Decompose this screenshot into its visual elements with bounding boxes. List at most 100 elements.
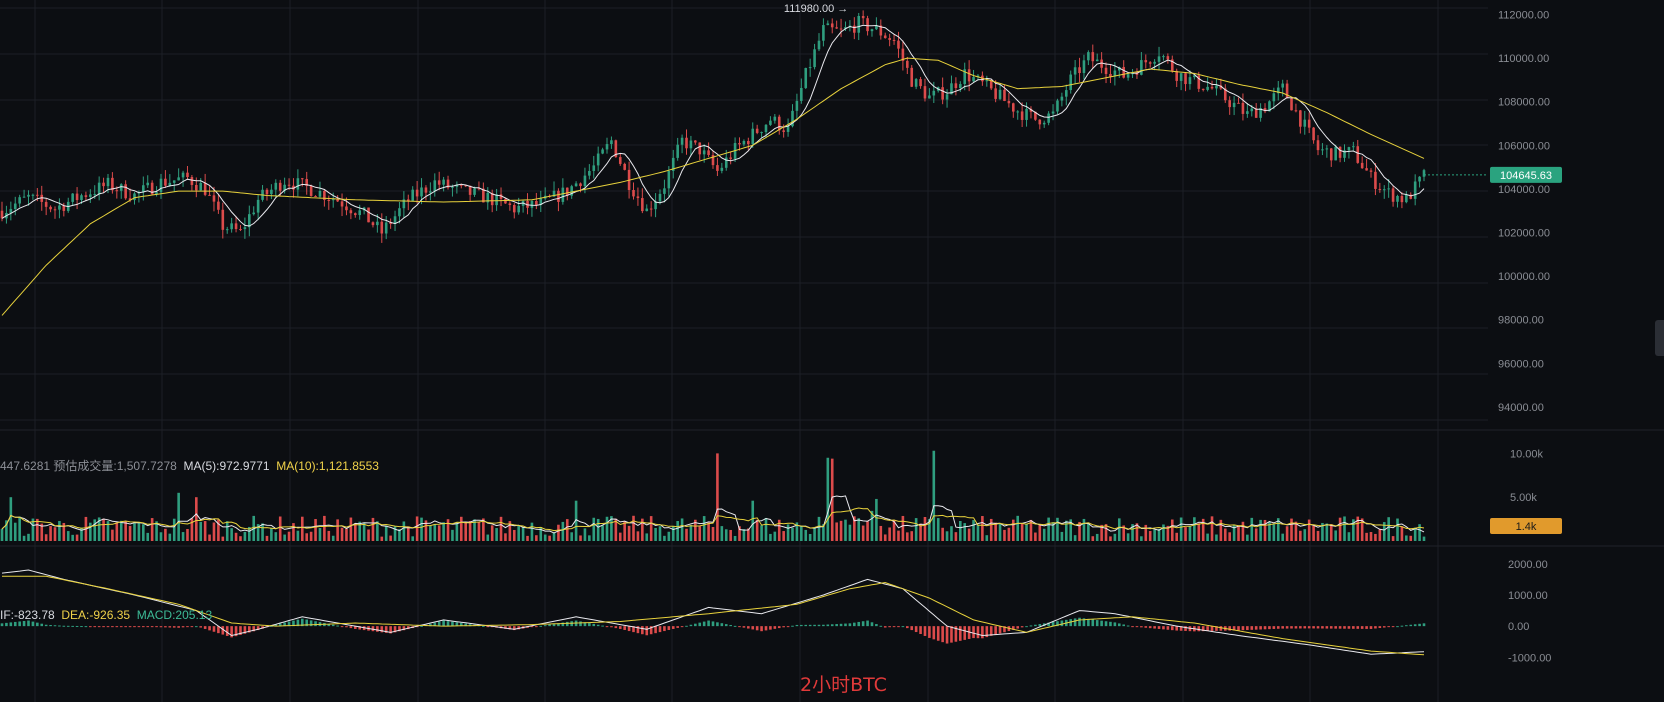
macd-histogram-bar (1232, 626, 1236, 631)
macd-histogram-bar (565, 621, 569, 627)
macd-histogram-bar (97, 626, 101, 628)
volume-bar (1025, 524, 1028, 541)
volume-bar (367, 529, 370, 541)
side-panel-handle[interactable] (1655, 320, 1664, 356)
candle-body (345, 206, 348, 211)
volume-bar (543, 534, 547, 541)
macd-histogram-bar (981, 626, 984, 639)
volume-bar (142, 524, 145, 541)
macd-histogram-bar (150, 626, 154, 628)
candle-body (998, 89, 1002, 99)
macd-histogram-bar (1259, 626, 1262, 630)
macd-histogram-bar (1391, 626, 1395, 628)
macd-histogram-bar (1135, 626, 1139, 628)
macd-histogram-bar (1117, 623, 1121, 627)
volume-bar (486, 534, 490, 541)
candle-body (27, 194, 30, 197)
macd-histogram-bar (1100, 620, 1103, 627)
candle-body (738, 143, 741, 145)
volume-bar (967, 528, 971, 541)
volume-bar (795, 522, 799, 541)
candle-body (490, 192, 494, 206)
volume-bar (936, 518, 940, 541)
candle-body (1003, 89, 1006, 101)
candle-body (694, 140, 697, 143)
volume-bar (981, 516, 984, 541)
macd-histogram-bar (530, 626, 534, 628)
candle-body (861, 15, 865, 19)
macd-histogram-bar (429, 623, 432, 627)
candle-body (53, 209, 57, 211)
macd-histogram-bar (1109, 621, 1112, 627)
volume-bar (106, 521, 110, 541)
macd-histogram-bar (292, 620, 295, 627)
candle-body (1232, 102, 1236, 108)
volume-bar (415, 516, 419, 541)
macd-histogram-bar (504, 626, 507, 629)
macd-histogram-bar (393, 626, 397, 633)
volume-bar (5, 520, 8, 541)
candle-body (711, 155, 715, 166)
volume-bar (208, 534, 211, 541)
candle-body (1338, 146, 1342, 158)
volume-bar (1272, 524, 1276, 541)
macd-histogram-bar (733, 625, 737, 627)
macd-histogram-bar (459, 622, 463, 627)
candle-body (80, 195, 83, 201)
candle-body (773, 116, 777, 121)
last-volume-label: 1.4k (1516, 521, 1537, 533)
macd-histogram-bar (274, 624, 278, 627)
volume-bar (1352, 519, 1355, 541)
volume-bar (808, 534, 812, 541)
candle-body (1268, 101, 1271, 112)
candle-body (1109, 73, 1112, 77)
candle-body (760, 132, 763, 134)
candle-body (49, 206, 52, 210)
candle-body (1144, 60, 1148, 63)
volume-bar (1078, 521, 1081, 541)
candle-body (234, 223, 238, 230)
macd-histogram-bar (1153, 626, 1156, 629)
volume-bar (40, 523, 44, 541)
volume-bar (296, 530, 300, 541)
candle-body (928, 95, 931, 99)
volume-bar (561, 521, 565, 541)
macd-histogram-bar (853, 622, 856, 627)
volume-bar (1299, 530, 1302, 541)
candle-body (18, 197, 21, 204)
candle-body (972, 77, 975, 82)
candle-body (380, 221, 384, 234)
volume-bar (1237, 525, 1240, 541)
macd-histogram-bar (795, 624, 799, 627)
macd-histogram-bar (945, 626, 949, 644)
macd-histogram-bar (596, 624, 600, 627)
volume-bar (1223, 528, 1227, 541)
macd-histogram-bar (1197, 626, 1201, 632)
macd-histogram-bar (1378, 626, 1382, 629)
candle-body (230, 223, 233, 230)
macd-histogram-bar (261, 626, 264, 629)
volume-bar (468, 521, 472, 541)
macd-histogram-bar (212, 626, 216, 632)
candle-body (1365, 168, 1368, 171)
candle-body (976, 75, 980, 78)
candle-body (309, 185, 313, 196)
macd-histogram-bar (486, 626, 490, 628)
volume-bar (888, 527, 891, 541)
macd-histogram-bar (1025, 626, 1028, 628)
candle-body (517, 205, 520, 213)
candle-body (901, 48, 905, 61)
volume-bar (1316, 530, 1320, 541)
macd-histogram-bar (517, 626, 520, 630)
volume-bar (1038, 524, 1042, 541)
candle-body (689, 140, 693, 149)
price-tick-label: 104000.00 (1498, 184, 1550, 196)
volume-bar (499, 516, 503, 541)
macd-histogram-bar (115, 626, 119, 628)
candle-body (1056, 100, 1059, 112)
volume-bar (875, 498, 878, 541)
macd-histogram-bar (1091, 619, 1095, 627)
candle-body (1016, 111, 1020, 113)
macd-histogram-bar (998, 626, 1002, 634)
